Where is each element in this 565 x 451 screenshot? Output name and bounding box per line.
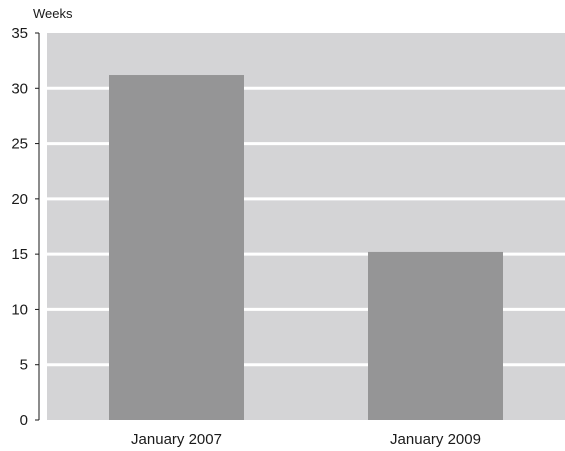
y-axis-unit-label: Weeks: [33, 6, 73, 21]
y-tick-label: 20: [11, 191, 28, 208]
y-tick-label: 30: [11, 80, 28, 97]
bar-1: [109, 75, 244, 420]
x-axis-category-labels: January 2007 January 2009: [131, 431, 481, 448]
y-tick-label: 35: [11, 25, 28, 42]
bars: [109, 75, 503, 420]
bar-2: [368, 251, 503, 420]
y-tick-label: 10: [11, 301, 28, 318]
x-category-label: January 2009: [390, 431, 481, 448]
y-tick-label: 5: [20, 357, 28, 374]
y-tick-label: 25: [11, 136, 28, 153]
y-axis: 0 5 10 15 20 25 30 35: [11, 25, 40, 429]
y-tick-label: 0: [20, 412, 28, 429]
y-tick-label: 15: [11, 246, 28, 263]
x-category-label: January 2007: [131, 431, 222, 448]
